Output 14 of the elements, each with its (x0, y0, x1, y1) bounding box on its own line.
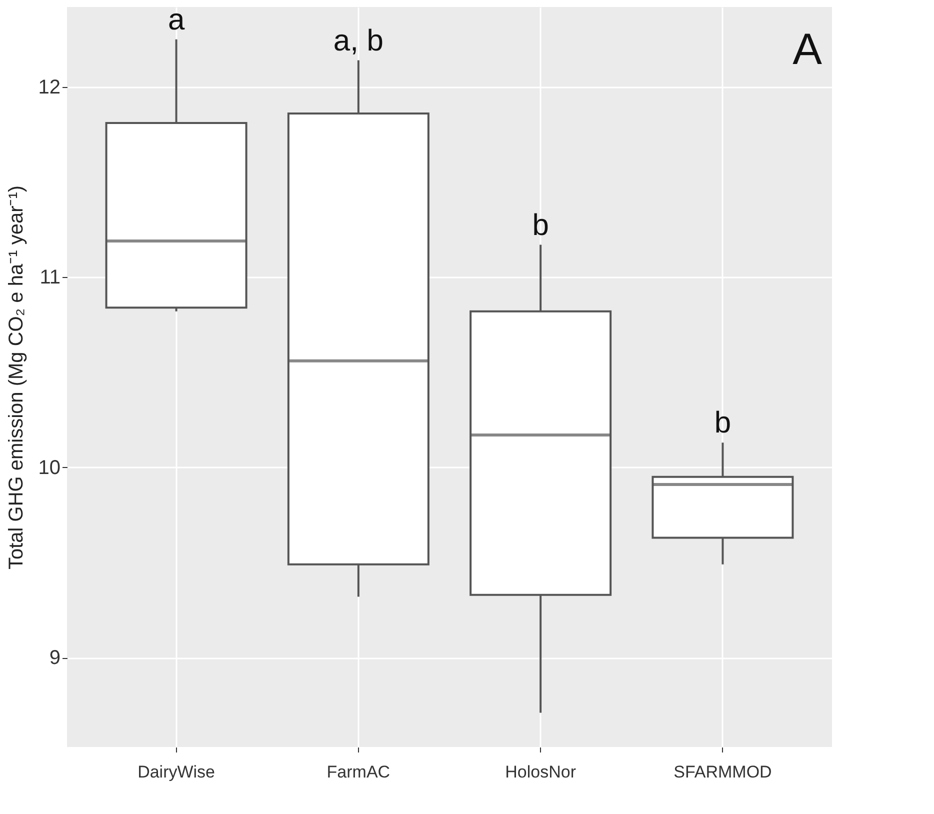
x-tick-label: SFARMMOD (674, 762, 772, 782)
y-tick-label: 9 (49, 647, 60, 670)
annotation: A (792, 25, 823, 74)
annotation: a (168, 3, 185, 36)
annotation: b (532, 208, 549, 242)
y-tick-label: 10 (38, 456, 60, 479)
y-axis-title: Total GHG emission (Mg CO₂ e ha⁻¹ year⁻¹) (5, 185, 28, 570)
annotation: a, b (333, 24, 384, 58)
x-tick-label: HolosNor (505, 762, 576, 782)
y-tick-label: 11 (40, 266, 60, 289)
y-tick-label: 12 (38, 76, 60, 98)
annotation: b (714, 406, 732, 440)
x-tick-label: FarmAC (326, 762, 390, 782)
x-tick-label: DairyWise (138, 762, 216, 782)
